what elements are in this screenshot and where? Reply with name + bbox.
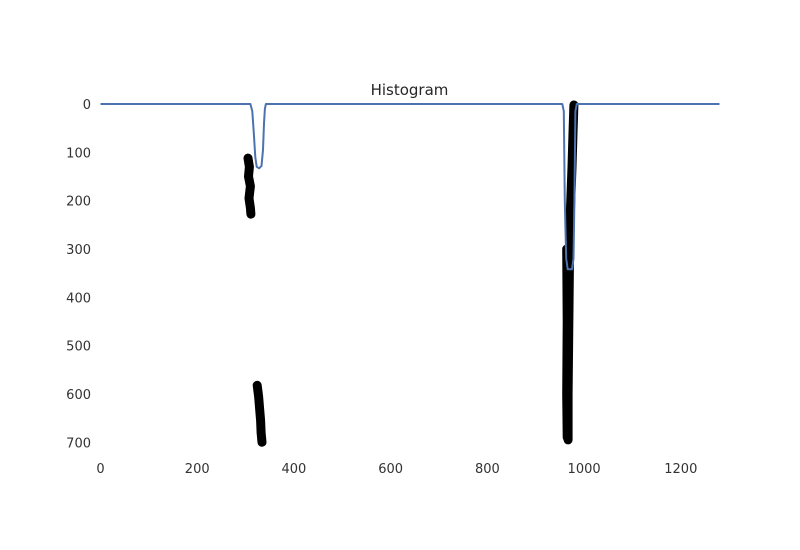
lane-pixels-layer [243, 100, 579, 447]
y-axis-ticks: 0 100 200 300 400 500 600 700 [66, 98, 91, 451]
y-tick-label: 200 [66, 195, 91, 210]
x-tick-label: 600 [378, 462, 403, 477]
y-tick-label: 500 [66, 340, 91, 355]
lane-pixel-stroke [243, 153, 256, 219]
x-tick-label: 0 [96, 462, 104, 477]
histogram-line [100, 103, 720, 271]
x-axis-ticks: 0 200 400 600 800 1000 1200 [96, 462, 697, 477]
y-tick-label: 300 [66, 243, 91, 258]
lane-pixel-stroke [252, 380, 267, 447]
x-tick-label: 1000 [568, 462, 601, 477]
x-tick-label: 800 [475, 462, 500, 477]
x-tick-label: 400 [282, 462, 307, 477]
y-tick-label: 0 [83, 98, 91, 113]
y-tick-label: 100 [66, 146, 91, 161]
lane-pixel-stroke [562, 244, 572, 442]
y-tick-label: 400 [66, 291, 91, 306]
x-tick-label: 200 [185, 462, 210, 477]
chart-title: Histogram [371, 81, 449, 99]
x-tick-label: 1200 [664, 462, 697, 477]
y-tick-label: 600 [66, 388, 91, 403]
y-tick-label: 700 [66, 436, 91, 451]
histogram-line-layer [100, 103, 720, 271]
